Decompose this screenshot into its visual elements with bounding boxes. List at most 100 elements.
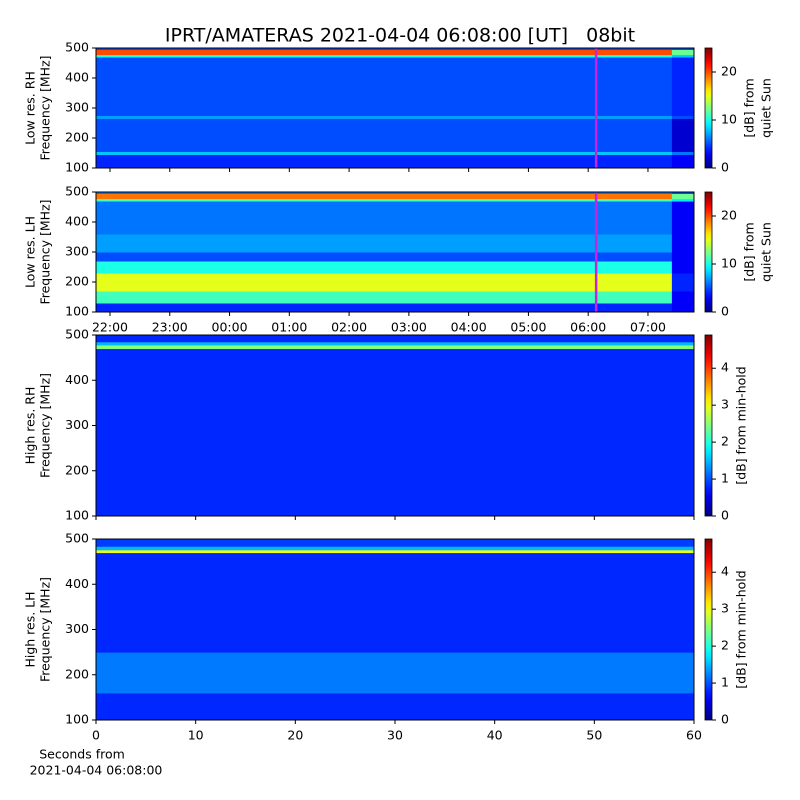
heatmap-cell xyxy=(96,192,673,194)
colorbar-tick-label: 20 xyxy=(721,208,737,223)
x-axis-label: 2021-04-04 06:08:00 xyxy=(30,763,163,778)
x-tick-label: 03:00 xyxy=(391,320,427,335)
heatmap-cell xyxy=(671,49,694,56)
heatmap-cell xyxy=(671,57,694,116)
y-tick-label: 200 xyxy=(65,130,89,145)
heatmap-cell xyxy=(96,115,673,119)
x-tick-label: 0 xyxy=(92,728,100,743)
heatmap-cell xyxy=(96,234,673,253)
colorbar-label: quiet Sun xyxy=(759,78,774,138)
heatmap-cell xyxy=(671,54,694,58)
heatmap-cell xyxy=(96,48,673,50)
heatmap-cell xyxy=(671,291,694,304)
x-tick-label: 02:00 xyxy=(331,320,367,335)
heatmap-cell xyxy=(671,261,694,274)
y-tick-label: 100 xyxy=(65,160,89,175)
heatmap-cell xyxy=(671,201,694,235)
heatmap-cell xyxy=(96,49,673,56)
colorbar-tick-label: 4 xyxy=(721,360,729,375)
heatmap-cell xyxy=(96,154,673,168)
x-tick-label: 40 xyxy=(487,728,503,743)
colorbar-label: [dB] from min-hold xyxy=(734,570,749,688)
y-tick-label: 200 xyxy=(65,666,89,681)
heatmap-cell xyxy=(96,291,673,304)
y-tick-label: 300 xyxy=(65,417,89,432)
x-tick-label: 20 xyxy=(287,728,303,743)
x-tick-label: 22:00 xyxy=(92,320,128,335)
x-tick-label: 05:00 xyxy=(510,320,546,335)
heatmap-cell xyxy=(96,539,694,547)
colorbar-tick-label: 10 xyxy=(721,256,737,271)
heatmap xyxy=(96,539,694,720)
heatmap-cell xyxy=(96,118,673,152)
colorbar-tick-label: 0 xyxy=(721,160,729,175)
heatmap-cell xyxy=(96,198,673,202)
heatmap-cell xyxy=(96,341,694,346)
y-tick-label: 400 xyxy=(65,70,89,85)
y-axis-label: Frequency [MHz] xyxy=(38,577,53,682)
y-axis-label: Frequency [MHz] xyxy=(38,373,53,478)
heatmap-cell xyxy=(96,348,694,516)
colorbar-label: [dB] from xyxy=(742,78,757,137)
colorbar-label: [dB] from min-hold xyxy=(734,366,749,484)
y-tick-label: 200 xyxy=(65,274,89,289)
colorbar-tick-label: 2 xyxy=(721,434,729,449)
y-axis-label: High res. LH xyxy=(23,591,38,667)
x-tick-label: 50 xyxy=(586,728,602,743)
colorbar xyxy=(704,47,713,169)
y-tick-label: 200 xyxy=(65,462,89,477)
colorbar-tick-label: 1 xyxy=(721,471,729,486)
y-axis-label: Low res. RH xyxy=(23,71,38,145)
x-tick-label: 60 xyxy=(686,728,702,743)
y-axis-label: High res. RH xyxy=(23,387,38,465)
heatmap-cell xyxy=(671,303,694,312)
heatmap-cell xyxy=(96,692,694,720)
heatmap-cell xyxy=(96,151,673,155)
heatmap-cell xyxy=(96,193,673,200)
y-tick-label: 500 xyxy=(65,531,89,546)
heatmap-cell xyxy=(96,335,694,343)
x-tick-label: 30 xyxy=(387,728,403,743)
y-tick-label: 100 xyxy=(65,508,89,523)
heatmap xyxy=(96,48,694,168)
x-tick-label: 01:00 xyxy=(271,320,307,335)
colorbar-label: [dB] from xyxy=(742,222,757,281)
heatmap-cell xyxy=(96,57,673,116)
x-tick-label: 04:00 xyxy=(451,320,487,335)
heatmap-cell xyxy=(671,151,694,155)
y-tick-label: 400 xyxy=(65,214,89,229)
heatmap-cell xyxy=(671,192,694,194)
colorbar-tick-label: 10 xyxy=(721,112,737,127)
heatmap-cell xyxy=(671,193,694,200)
x-tick-label: 23:00 xyxy=(152,320,188,335)
x-tick-label: 07:00 xyxy=(630,320,666,335)
y-tick-label: 500 xyxy=(65,184,89,199)
y-axis-label: Frequency [MHz] xyxy=(38,55,53,160)
y-tick-label: 400 xyxy=(65,372,89,387)
y-axis-label: Frequency [MHz] xyxy=(38,199,53,304)
heatmap xyxy=(96,192,694,312)
heatmap-cell xyxy=(96,273,673,292)
heatmap-cell xyxy=(96,652,694,694)
heatmap-cell xyxy=(96,201,673,235)
heatmap-cell xyxy=(96,549,694,554)
heatmap-cell xyxy=(96,252,673,262)
heatmap-cell xyxy=(671,115,694,119)
heatmap-cell xyxy=(671,48,694,50)
heatmap-cell xyxy=(96,344,694,350)
heatmap-cell xyxy=(671,273,694,292)
colorbar-tick-label: 3 xyxy=(721,601,729,616)
x-tick-label: 00:00 xyxy=(212,320,248,335)
heatmap-cell xyxy=(671,252,694,262)
colorbar-tick-label: 3 xyxy=(721,397,729,412)
y-tick-label: 300 xyxy=(65,244,89,259)
heatmap-cell xyxy=(671,234,694,253)
heatmap-cell xyxy=(96,546,694,551)
heatmap-cell xyxy=(671,198,694,202)
colorbar-tick-label: 20 xyxy=(721,64,737,79)
colorbar-tick-label: 0 xyxy=(721,508,729,523)
y-tick-label: 400 xyxy=(65,576,89,591)
colorbar-label: quiet Sun xyxy=(759,222,774,282)
heatmap-cell xyxy=(671,118,694,152)
